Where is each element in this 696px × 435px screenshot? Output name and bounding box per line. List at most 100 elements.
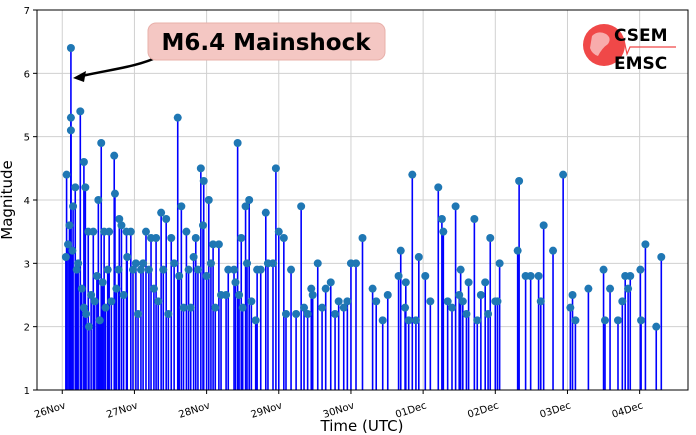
- event-marker: [238, 303, 247, 312]
- event-marker: [119, 291, 128, 299]
- event-marker: [401, 278, 410, 287]
- event-marker: [237, 234, 246, 242]
- event-marker: [247, 297, 256, 306]
- event-marker: [484, 310, 493, 318]
- y-tick-label: 6: [24, 69, 30, 80]
- logo-line1: CSEM: [614, 26, 668, 46]
- event-marker: [110, 189, 119, 198]
- event-marker: [81, 183, 90, 192]
- event-marker: [149, 284, 158, 293]
- event-marker: [636, 265, 645, 274]
- globe-continents-icon: [590, 32, 610, 56]
- event-marker: [307, 284, 316, 293]
- event-marker: [107, 297, 116, 306]
- event-marker: [624, 284, 633, 293]
- event-marker: [495, 259, 504, 268]
- event-marker: [84, 322, 93, 331]
- event-marker: [618, 297, 627, 306]
- event-marker: [90, 297, 99, 306]
- event-marker: [279, 234, 288, 242]
- event-marker: [241, 202, 250, 211]
- event-marker: [94, 196, 103, 204]
- event-marker: [79, 158, 88, 166]
- event-marker: [173, 113, 182, 122]
- event-marker: [566, 303, 575, 312]
- x-tick-label: 26Nov: [33, 400, 67, 420]
- event-marker: [300, 303, 309, 312]
- event-marker: [131, 259, 140, 268]
- x-tick-label: 03Dec: [538, 400, 572, 420]
- event-marker: [343, 297, 352, 306]
- event-marker: [71, 183, 80, 192]
- event-marker: [396, 246, 405, 255]
- event-marker: [331, 310, 340, 318]
- arrowhead-icon: [73, 71, 86, 82]
- event-marker: [606, 284, 615, 293]
- event-marker: [526, 272, 535, 280]
- event-marker: [230, 265, 239, 274]
- event-marker: [439, 227, 448, 236]
- event-marker: [568, 291, 577, 299]
- event-marker: [64, 240, 73, 249]
- event-marker: [372, 297, 381, 306]
- event-marker: [657, 253, 666, 261]
- event-marker: [105, 227, 114, 236]
- event-marker: [358, 234, 367, 242]
- event-marker: [447, 303, 456, 312]
- y-tick-label: 7: [24, 6, 30, 17]
- event-marker: [206, 259, 215, 268]
- event-marker: [103, 265, 112, 274]
- event-marker: [65, 221, 74, 230]
- event-marker: [224, 265, 233, 274]
- event-marker: [162, 215, 171, 223]
- event-marker: [401, 303, 410, 312]
- event-marker: [458, 297, 467, 306]
- event-marker: [434, 183, 443, 192]
- event-marker: [136, 265, 145, 274]
- event-marker: [82, 310, 91, 318]
- event-marker: [292, 310, 301, 318]
- event-marker: [321, 284, 330, 293]
- event-marker: [164, 310, 173, 318]
- event-marker: [198, 221, 207, 230]
- event-marker: [253, 265, 262, 274]
- event-marker: [464, 278, 473, 287]
- event-marker: [571, 316, 580, 325]
- event-marker: [61, 253, 70, 261]
- event-marker: [339, 303, 348, 312]
- event-marker: [211, 303, 220, 312]
- event-marker: [271, 164, 280, 173]
- event-marker: [481, 278, 490, 287]
- event-marker: [601, 316, 610, 325]
- event-marker: [66, 44, 75, 52]
- event-marker: [443, 297, 452, 306]
- event-marker: [231, 278, 240, 287]
- event-marker: [182, 227, 191, 236]
- event-marker: [515, 177, 524, 185]
- event-marker: [98, 278, 107, 287]
- event-marker: [170, 259, 179, 268]
- event-marker: [62, 170, 71, 179]
- event-marker: [414, 253, 423, 261]
- event-marker: [470, 215, 479, 223]
- event-marker: [66, 113, 75, 122]
- seismograph-line-icon: [608, 38, 676, 56]
- event-marker: [139, 259, 148, 268]
- event-marker: [89, 227, 98, 236]
- y-tick-label: 3: [24, 259, 30, 270]
- y-tick-label: 4: [24, 196, 30, 207]
- event-marker: [114, 265, 123, 274]
- x-axis-label: Time (UTC): [320, 417, 404, 435]
- event-marker: [352, 259, 361, 268]
- event-marker: [184, 265, 193, 274]
- event-marker: [144, 265, 153, 274]
- event-marker: [476, 291, 485, 299]
- event-marker: [584, 284, 593, 293]
- event-marker: [191, 234, 200, 242]
- event-marker: [92, 272, 101, 280]
- event-marker: [196, 164, 205, 173]
- annotation-box: [147, 22, 386, 61]
- event-marker: [101, 303, 110, 312]
- event-marker: [287, 265, 296, 274]
